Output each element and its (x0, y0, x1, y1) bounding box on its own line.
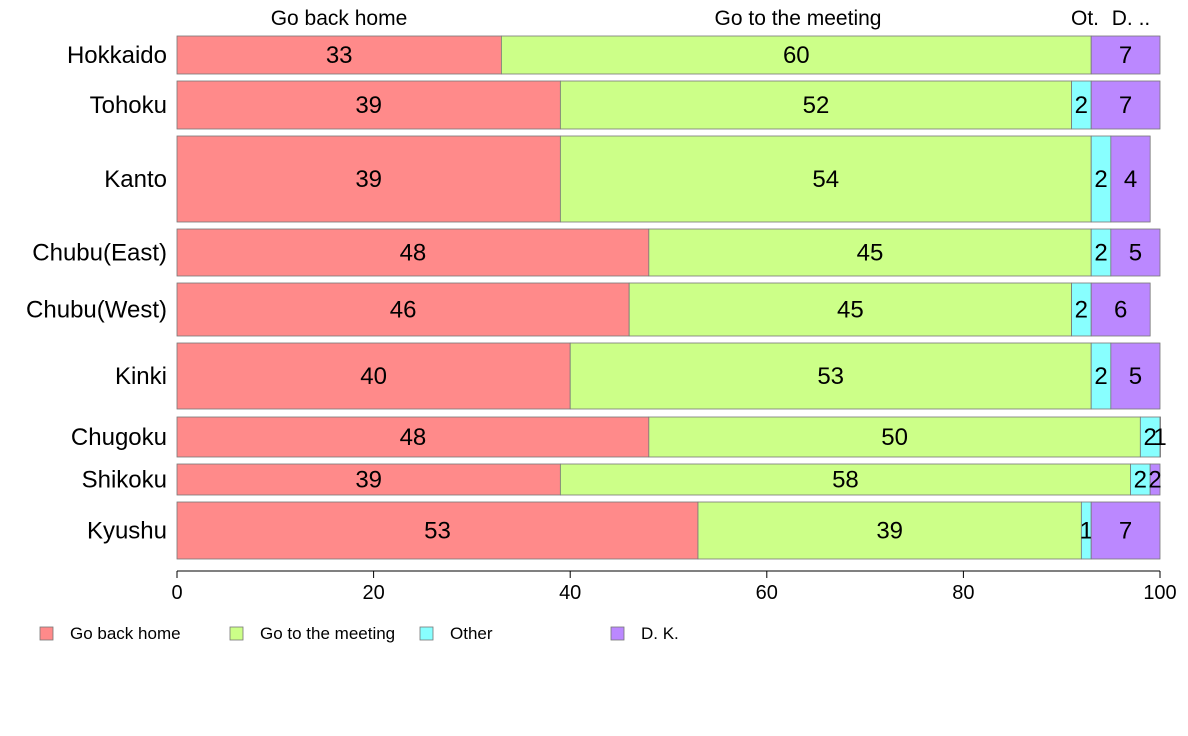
value-label-4-4: 5 (1129, 240, 1142, 267)
bar-segment-1-2 (500, 35, 1092, 75)
value-label-4-2: 45 (857, 240, 884, 267)
bar-segment-1-1 (176, 35, 502, 75)
bar-segment-7-2 (648, 416, 1141, 458)
value-label-7-2: 50 (881, 424, 908, 451)
bar-segment-5-1 (176, 282, 630, 337)
value-label-2-1: 39 (355, 92, 382, 119)
value-label-6-2: 53 (817, 363, 844, 390)
bar-segment-5-4 (1090, 282, 1151, 337)
bar-segment-6-2 (569, 342, 1092, 410)
value-label-6-4: 5 (1129, 363, 1142, 390)
column-header-2: Go to the meeting (715, 7, 882, 30)
value-label-8-3: 2 (1134, 467, 1147, 494)
bar-segment-3-4 (1110, 135, 1151, 223)
bar-segment-3-2 (559, 135, 1092, 223)
bar-segment-8-2 (559, 463, 1131, 496)
value-label-9-4: 7 (1119, 518, 1132, 545)
value-label-9-2: 39 (876, 518, 903, 545)
category-label-7: Chugoku (71, 424, 167, 451)
bar-segment-8-4 (1149, 463, 1161, 496)
bar-segment-1-4 (1090, 35, 1161, 75)
legend-swatch-4 (610, 626, 625, 641)
x-tick-label-3: 40 (559, 582, 581, 604)
bar-segment-4-2 (648, 228, 1092, 277)
category-label-5: Chubu(West) (26, 297, 167, 324)
value-label-8-2: 58 (832, 467, 859, 494)
value-label-3-1: 39 (355, 166, 382, 193)
category-label-4: Chubu(East) (32, 240, 167, 267)
value-label-1-1: 33 (326, 42, 353, 69)
bar-segment-6-1 (176, 342, 571, 410)
value-label-2-3: 2 (1075, 92, 1088, 119)
legend-swatch-2 (229, 626, 244, 641)
legend-label-2: Go to the meeting (260, 624, 395, 643)
value-label-5-2: 45 (837, 297, 864, 324)
value-label-3-2: 54 (812, 166, 839, 193)
value-label-5-1: 46 (390, 297, 417, 324)
legend-swatch-1 (39, 626, 54, 641)
legend-swatch-3 (419, 626, 434, 641)
category-label-8: Shikoku (82, 467, 167, 494)
value-label-1-2: 60 (783, 42, 810, 69)
bar-segment-5-2 (628, 282, 1072, 337)
value-label-2-2: 52 (803, 92, 830, 119)
category-label-3: Kanto (104, 166, 167, 193)
value-label-4-3: 2 (1094, 240, 1107, 267)
x-tick-label-6: 100 (1143, 582, 1176, 604)
bar-segment-2-2 (559, 80, 1072, 130)
legend-label-1: Go back home (70, 624, 181, 643)
column-header-1: Go back home (271, 7, 408, 30)
x-tick-label-1: 0 (171, 582, 182, 604)
category-label-6: Kinki (115, 363, 167, 390)
value-label-3-3: 2 (1094, 166, 1107, 193)
value-label-2-4: 7 (1119, 92, 1132, 119)
bar-segment-4-1 (176, 228, 650, 277)
value-label-8-4: 2 (1148, 467, 1161, 494)
value-label-7-1: 48 (400, 424, 427, 451)
value-label-9-3: 1 (1080, 518, 1093, 545)
bar-segment-7-1 (176, 416, 650, 458)
x-tick-label-5: 80 (952, 582, 974, 604)
column-header-3: Ot. (1071, 7, 1099, 30)
x-tick-label-2: 20 (362, 582, 384, 604)
bar-segment-3-1 (176, 135, 561, 223)
value-label-1-4: 7 (1119, 42, 1132, 69)
bar-segment-4-4 (1110, 228, 1161, 277)
value-label-4-1: 48 (400, 240, 427, 267)
bar-segment-7-4 (1159, 416, 1161, 458)
value-label-8-1: 39 (355, 467, 382, 494)
x-tick-label-4: 60 (756, 582, 778, 604)
value-label-5-3: 2 (1075, 297, 1088, 324)
category-label-1: Hokkaido (67, 42, 167, 69)
bar-segment-8-1 (176, 463, 561, 496)
bar-segment-9-1 (176, 501, 699, 560)
legend-label-4: D. K. (641, 624, 679, 643)
bar-segment-2-1 (176, 80, 561, 130)
value-label-5-4: 6 (1114, 297, 1127, 324)
category-label-9: Kyushu (87, 518, 167, 545)
value-label-3-4: 4 (1124, 166, 1137, 193)
column-header-4: D. .. (1112, 7, 1151, 30)
value-label-9-1: 53 (424, 518, 451, 545)
bar-segment-2-4 (1090, 80, 1161, 130)
legend-label-3: Other (450, 624, 493, 643)
value-label-7-4: 1 (1153, 424, 1166, 451)
bar-segment-6-4 (1110, 342, 1161, 410)
value-label-6-1: 40 (360, 363, 387, 390)
bar-segment-9-4 (1090, 501, 1161, 560)
value-label-6-3: 2 (1094, 363, 1107, 390)
category-label-2: Tohoku (90, 92, 167, 119)
value-label-7-3: 2 (1143, 424, 1156, 451)
